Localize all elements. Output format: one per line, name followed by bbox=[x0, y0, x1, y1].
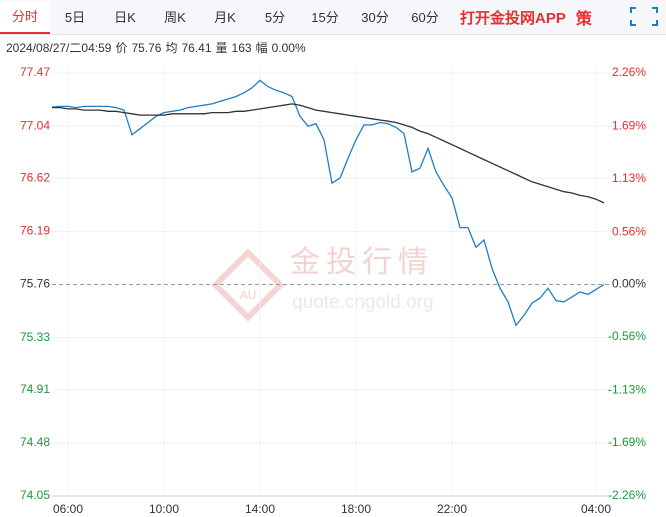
info-label: 价 bbox=[115, 41, 128, 55]
info-value: 163 bbox=[231, 41, 252, 55]
y2-tick-label: 0.00% bbox=[612, 277, 646, 291]
y2-tick-label: 0.56% bbox=[612, 224, 646, 238]
watermark-url: quote.cngold.org bbox=[292, 292, 434, 313]
tab[interactable]: 周K bbox=[164, 9, 186, 25]
info-label: 幅 bbox=[255, 41, 268, 55]
y-tick-label: 77.04 bbox=[20, 118, 50, 132]
tab[interactable]: 15分 bbox=[311, 9, 339, 25]
watermark-logo-text: AU bbox=[240, 288, 257, 302]
y2-tick-label: -1.13% bbox=[608, 382, 646, 396]
tab[interactable]: 分时 bbox=[0, 0, 50, 34]
x-tick-label: 10:00 bbox=[149, 502, 179, 516]
x-tick-label: 22:00 bbox=[437, 502, 467, 516]
y-tick-label: 74.48 bbox=[20, 435, 50, 449]
tab[interactable]: 60分 bbox=[411, 9, 439, 25]
tab[interactable]: 5分 bbox=[264, 9, 286, 25]
app-link[interactable]: 打开金投网APP bbox=[460, 9, 566, 27]
x-tick-label: 04:00 bbox=[581, 502, 611, 516]
y-tick-label: 74.91 bbox=[20, 382, 50, 396]
y-tick-label: 77.47 bbox=[20, 65, 50, 79]
y2-tick-label: -1.69% bbox=[608, 435, 646, 449]
tab-bar: 分时 5日 日K 周K 月K 5分 15分 30分 60分 打开金投网APP 策 bbox=[0, 0, 666, 35]
tab[interactable]: 月K bbox=[214, 9, 236, 25]
y2-tick-label: -0.56% bbox=[608, 329, 646, 343]
fullscreen-icon bbox=[630, 7, 658, 26]
info-line: 2024/08/27/二04:59 价 75.76 均 76.41 量 163 幅 0.00% bbox=[6, 39, 310, 56]
y2-tick-label: -2.26% bbox=[608, 488, 646, 502]
y2-tick-label: 2.26% bbox=[612, 65, 646, 79]
series-line bbox=[51, 79, 605, 327]
info-value: 0.00% bbox=[271, 41, 306, 55]
y-tick-label: 74.05 bbox=[20, 488, 50, 502]
y-tick-label: 75.33 bbox=[20, 330, 50, 344]
y-tick-label: 76.19 bbox=[20, 223, 50, 237]
x-tick-label: 06:00 bbox=[53, 502, 83, 516]
x-tick-label: 18:00 bbox=[341, 502, 371, 516]
watermark-name: 金投行情 bbox=[290, 246, 434, 279]
info-value: 75.76 bbox=[131, 41, 162, 55]
x-tick-label: 14:00 bbox=[245, 502, 275, 516]
info-value: 76.41 bbox=[181, 41, 212, 55]
tab[interactable]: 5日 bbox=[64, 9, 86, 25]
tab[interactable]: 30分 bbox=[361, 9, 389, 25]
y2-tick-label: 1.69% bbox=[612, 119, 646, 133]
info-datetime: 2024/08/27/二04:59 bbox=[6, 41, 112, 55]
y-tick-label: 75.76 bbox=[20, 277, 50, 291]
series-line bbox=[52, 103, 605, 204]
tab[interactable]: 日K bbox=[114, 9, 136, 25]
y2-tick-label: 1.13% bbox=[612, 171, 646, 185]
info-label: 量 bbox=[215, 41, 228, 55]
watermark-logo bbox=[211, 248, 285, 322]
strategy-icon[interactable]: 策 bbox=[575, 11, 592, 28]
y-tick-label: 76.62 bbox=[20, 170, 50, 184]
info-label: 均 bbox=[165, 41, 178, 55]
